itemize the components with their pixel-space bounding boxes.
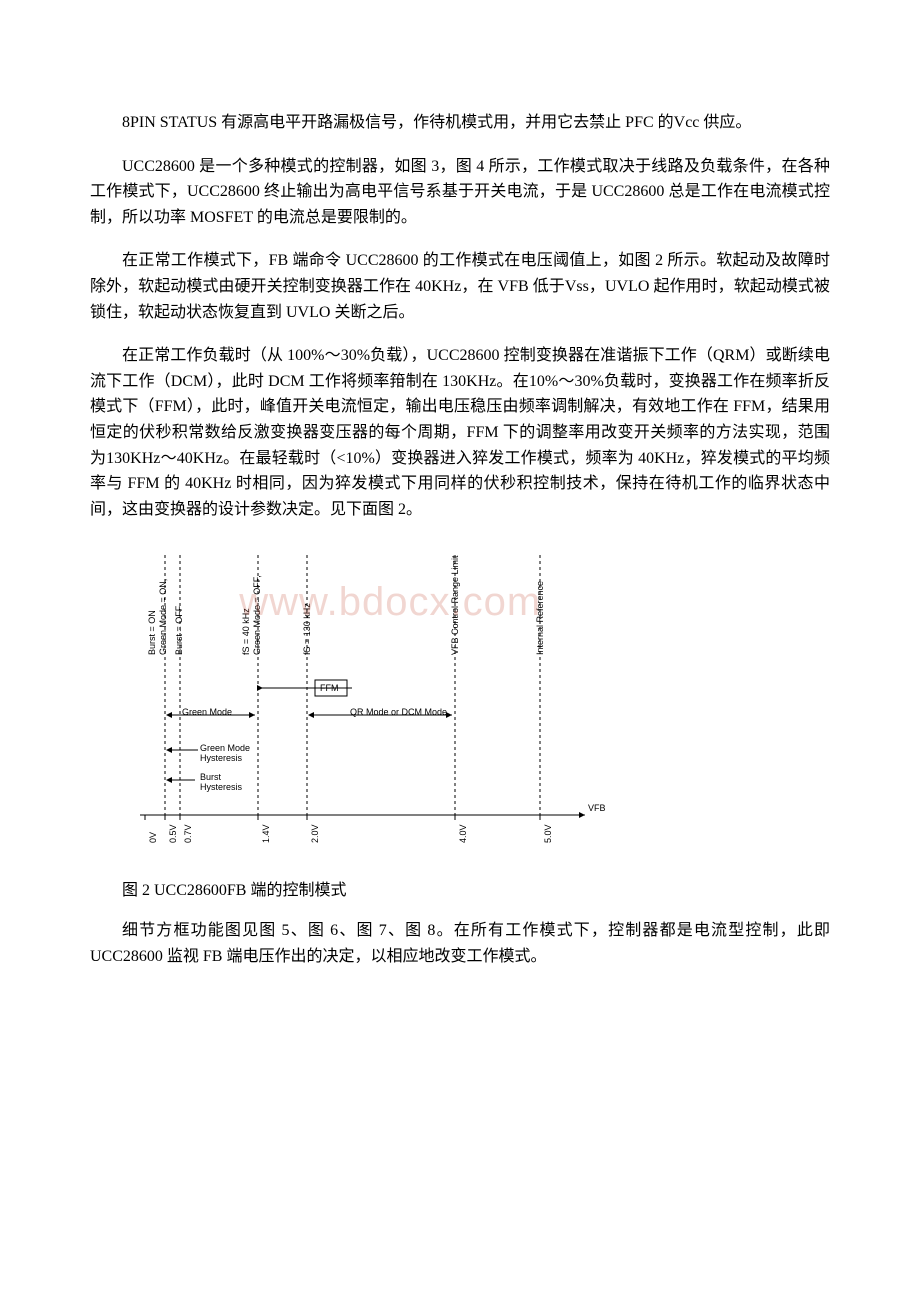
figure-vlabel: Green Mode = OFF,: [252, 576, 262, 656]
figure-vlabel: fS = 40 kHz: [241, 609, 251, 656]
paragraph-2: UCC28600 是一个多种模式的控制器，如图 3，图 4 所示，工作模式取决于…: [90, 154, 830, 231]
figure-xtick: 0.7V: [183, 825, 212, 844]
paragraph-5: 细节方框功能图见图 5、图 6、图 7、图 8。在所有工作模式下，控制器都是电流…: [90, 918, 830, 969]
figure-annotation: Green Mode: [200, 743, 250, 753]
figure-xtick: 4.0V: [458, 825, 487, 844]
paragraph-3: 在正常工作模式下，FB 端命令 UCC28600 的工作模式在电压阈值上，如图 …: [90, 248, 830, 325]
figure-vlabel: Burst = ON: [147, 611, 157, 656]
figure-xtick: 2.0V: [310, 825, 339, 844]
figure-xtick: 5.0V: [543, 825, 572, 844]
figure-vlabel: Internal Reference: [535, 581, 545, 655]
figure-annotation: Burst: [200, 772, 221, 782]
figure-vlabel: Burst = OFF: [174, 606, 184, 655]
figure-annotation: Hysteresis: [200, 753, 242, 763]
figure-caption: 图 2 UCC28600FB 端的控制模式: [90, 878, 830, 904]
figure-vlabel: Green Mode = ON,: [158, 579, 168, 655]
figure-annotation: Green Mode: [182, 707, 232, 717]
paragraph-1: 8PIN STATUS 有源高电平开路漏极信号，作待机模式用，并用它去禁止 PF…: [90, 110, 830, 136]
paragraph-4: 在正常工作负载时（从 100%～30%负载），UCC28600 控制变换器在准谐…: [90, 343, 830, 522]
figure-xtick: 1.4V: [261, 825, 290, 844]
figure-vlabel: fS = 130 kHz: [302, 604, 312, 656]
figure-axis-label: VFB: [588, 803, 606, 813]
figure-annotation: Hysteresis: [200, 782, 242, 792]
figure-annotation: FFM: [320, 683, 339, 693]
figure-2: www.bdocx.com Green Mode = ON,Burst = ON…: [110, 540, 610, 870]
figure-vlabel: VFB Control Range Limit: [450, 556, 460, 656]
figure-annotation: QR Mode or DCM Mode: [350, 707, 447, 717]
